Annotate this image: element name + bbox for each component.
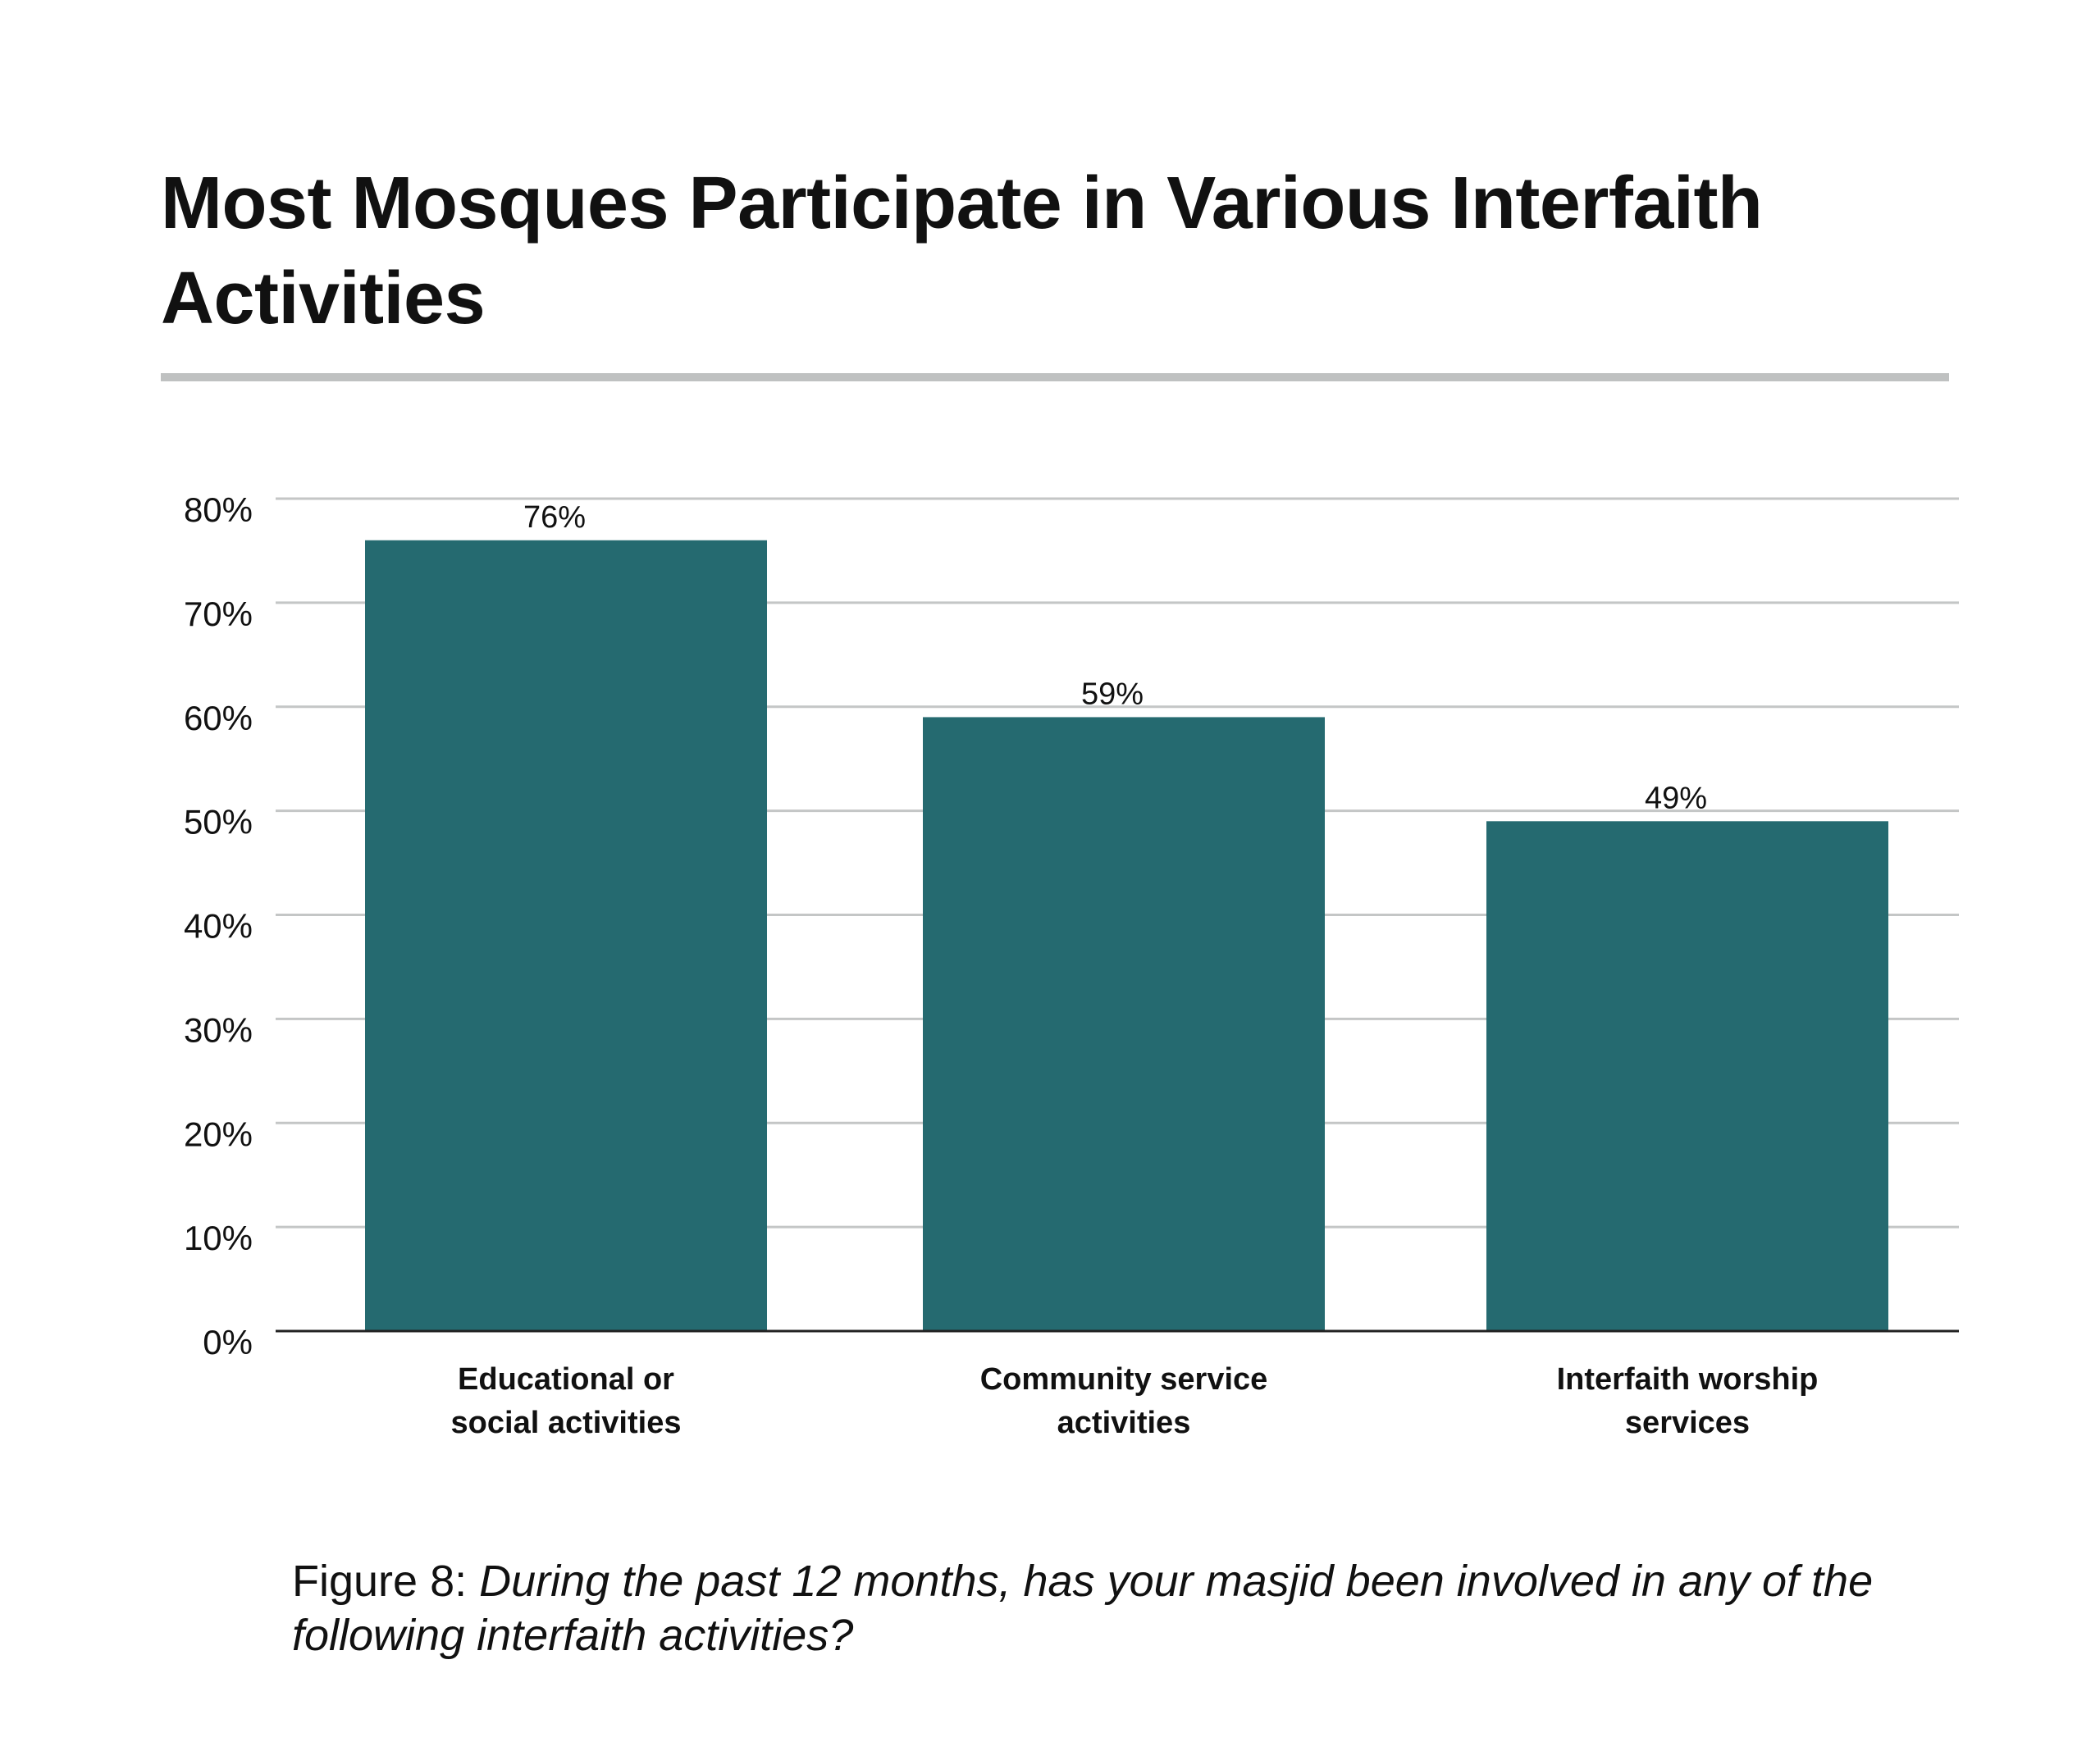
bar xyxy=(923,717,1325,1331)
x-tick-label: Educational or xyxy=(458,1362,674,1397)
bar-value-label: 49% xyxy=(1645,781,1707,815)
y-axis-tick-labels: 0% 10% 20% 30% 40% 50% 60% 70% 80% xyxy=(184,490,253,1361)
y-tick-label: 60% xyxy=(184,699,253,737)
bar xyxy=(365,540,767,1331)
y-tick-label: 10% xyxy=(184,1219,253,1257)
x-tick-label: Interfaith worship xyxy=(1557,1362,1819,1397)
y-tick-label: 40% xyxy=(184,907,253,946)
y-tick-label: 50% xyxy=(184,803,253,841)
y-tick-label: 70% xyxy=(184,595,253,633)
y-tick-label: 0% xyxy=(203,1323,253,1361)
chart-title: Most Mosques Participate in Various Inte… xyxy=(161,162,1763,340)
bar-value-label: 76% xyxy=(523,500,586,535)
bars xyxy=(365,540,1888,1331)
figure-label: Figure 8 xyxy=(292,1557,455,1606)
bar-value-label: 59% xyxy=(1081,677,1144,711)
x-axis-category-labels: Educational or social activities Community… xyxy=(451,1362,1819,1440)
x-tick-label: services xyxy=(1625,1406,1750,1440)
x-tick-label: Community service xyxy=(980,1362,1268,1397)
figure-caption: Figure 8: During the past 12 months, has… xyxy=(292,1554,1982,1662)
x-tick-label: activities xyxy=(1057,1406,1191,1440)
bar-chart: 0% 10% 20% 30% 40% 50% 60% 70% 80% 76% 59% 49% Edu… xyxy=(184,490,1959,1440)
title-divider xyxy=(161,373,1949,381)
figure-question-text: During the past 12 months, has your masj… xyxy=(292,1557,1874,1660)
figure-label-separator: : xyxy=(454,1557,480,1606)
x-tick-label: social activities xyxy=(451,1406,682,1440)
y-tick-label: 20% xyxy=(184,1115,253,1153)
y-tick-label: 80% xyxy=(184,490,253,529)
bar xyxy=(1486,821,1888,1331)
bar-value-labels: 76% 59% 49% xyxy=(523,500,1707,816)
y-tick-label: 30% xyxy=(184,1010,253,1049)
